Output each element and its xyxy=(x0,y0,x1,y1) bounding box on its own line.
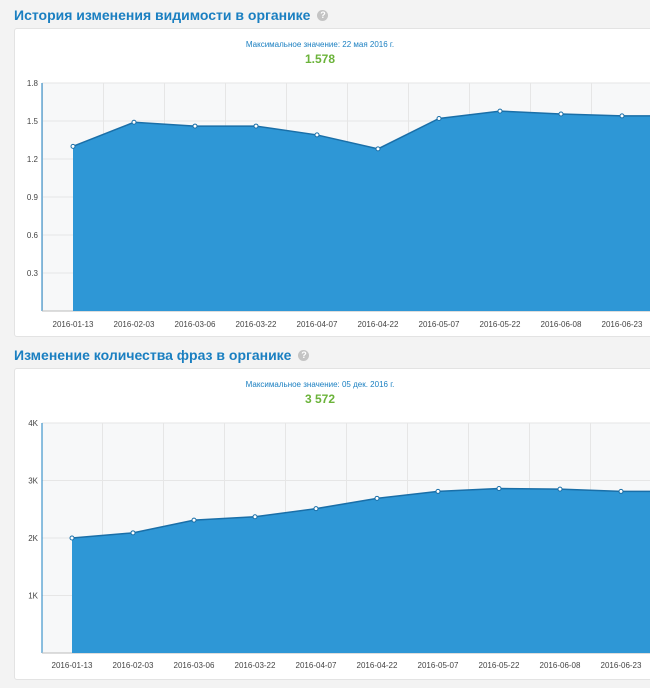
x-tick-label: 2016-06-23 xyxy=(601,661,642,670)
data-point xyxy=(618,488,624,494)
x-tick-label: 2016-05-07 xyxy=(419,320,460,329)
chart-1-title-text: История изменения видимости в органике xyxy=(14,7,311,23)
x-tick-label: 2016-05-22 xyxy=(479,661,520,670)
chart-2-plot: 1K 2K 3K 4K 2016-01-13 2016-02-03 2016-03-06 20… xyxy=(28,419,650,670)
data-point xyxy=(435,488,441,494)
chart-2-title: Изменение количества фраз в органике ? xyxy=(14,347,310,363)
y-tick-label: 0.6 xyxy=(27,231,39,240)
x-tick-label: 2016-04-22 xyxy=(357,661,398,670)
chart-2-card: Максимальное значение: 05 дек. 2016 г. 3… xyxy=(14,368,650,680)
data-point xyxy=(69,535,75,541)
x-tick-label: 2016-02-03 xyxy=(114,320,155,329)
data-point xyxy=(70,143,76,149)
x-tick-label: 2016-04-07 xyxy=(296,661,337,670)
y-tick-label: 3K xyxy=(28,477,38,486)
data-point xyxy=(313,506,319,512)
chart-1-title: История изменения видимости в органике ? xyxy=(14,7,329,23)
y-tick-label: 1.5 xyxy=(27,117,39,126)
data-point xyxy=(497,108,503,114)
x-tick-label: 2016-03-06 xyxy=(175,320,216,329)
y-tick-label: 1.8 xyxy=(27,79,39,88)
chart-1-max-value: 1.578 xyxy=(304,52,336,66)
data-point xyxy=(192,123,198,129)
data-point xyxy=(558,111,564,117)
x-tick-label: 2016-05-07 xyxy=(418,661,459,670)
x-tick-label: 2016-04-22 xyxy=(358,320,399,329)
y-tick-label: 0.9 xyxy=(27,193,39,202)
chart-2-title-text: Изменение количества фраз в органике xyxy=(14,347,292,363)
data-point xyxy=(436,115,442,121)
data-point xyxy=(496,486,502,492)
data-point xyxy=(191,517,197,523)
x-tick-label: 2016-04-07 xyxy=(297,320,338,329)
help-icon[interactable]: ? xyxy=(317,9,329,21)
data-point xyxy=(314,132,320,138)
x-tick-label: 2016-06-23 xyxy=(602,320,643,329)
chart-1-plot: 0.3 0.6 0.9 1.2 1.5 1.8 2016-01-13 2016-02-03 20… xyxy=(27,79,650,329)
x-tick-label: 2016-03-06 xyxy=(174,661,215,670)
data-point xyxy=(374,495,380,501)
y-tick-label: 2K xyxy=(28,534,38,543)
data-point xyxy=(375,146,381,152)
chart-1-card: Максимальное значение: 22 мая 2016 г. 1.… xyxy=(14,28,650,337)
y-tick-label: 4K xyxy=(28,419,38,428)
x-tick-label: 2016-03-22 xyxy=(236,320,277,329)
help-icon[interactable]: ? xyxy=(298,349,310,361)
data-point xyxy=(253,123,259,129)
data-point xyxy=(131,119,137,125)
data-point xyxy=(557,486,563,492)
x-tick-label: 2016-06-08 xyxy=(540,661,581,670)
x-tick-label: 2016-01-13 xyxy=(52,661,93,670)
x-tick-label: 2016-05-22 xyxy=(480,320,521,329)
series-area xyxy=(73,111,650,311)
y-tick-label: 1.2 xyxy=(27,155,39,164)
x-tick-label: 2016-03-22 xyxy=(235,661,276,670)
data-point xyxy=(130,530,136,536)
x-tick-label: 2016-02-03 xyxy=(113,661,154,670)
y-tick-label: 1K xyxy=(28,592,38,601)
data-point xyxy=(619,113,625,119)
chart-2-max-label: Максимальное значение: 05 дек. 2016 г. xyxy=(245,380,395,389)
chart-1-max-label: Максимальное значение: 22 мая 2016 г. xyxy=(245,40,395,49)
x-tick-label: 2016-06-08 xyxy=(541,320,582,329)
x-tick-label: 2016-01-13 xyxy=(53,320,94,329)
y-tick-label: 0.3 xyxy=(27,269,39,278)
series-area xyxy=(72,488,650,653)
data-point xyxy=(252,514,258,520)
chart-2-max-value: 3 572 xyxy=(304,392,336,406)
